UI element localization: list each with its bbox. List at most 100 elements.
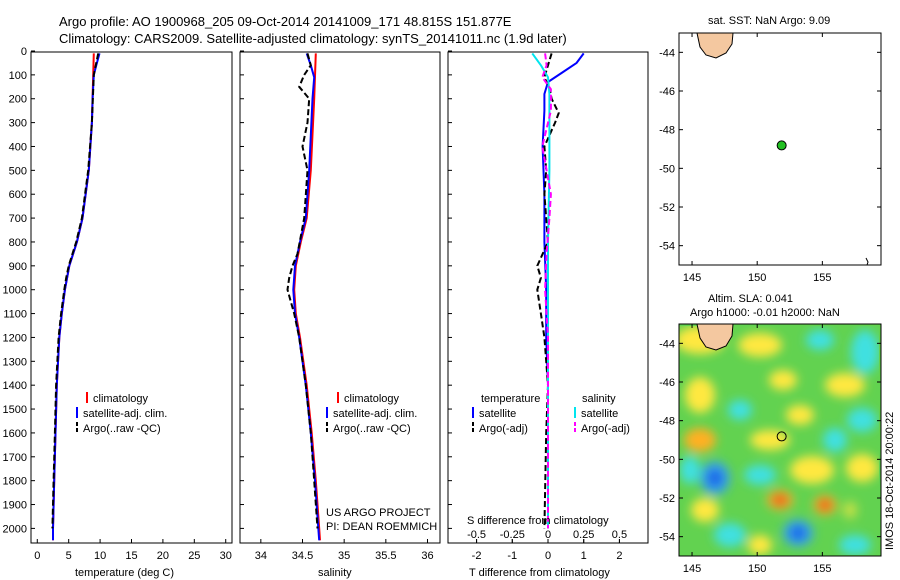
series-argo <box>286 53 319 529</box>
map-y-tick-label: -50 <box>659 454 675 466</box>
depth-tick-label: 400 <box>9 141 27 153</box>
title-line-2: Climatology: CARS2009. Satellite-adjuste… <box>59 31 567 46</box>
map-x-tick-label: 155 <box>813 272 831 284</box>
sla-heatmap <box>679 324 881 556</box>
map-y-tick-label: -44 <box>659 47 675 59</box>
temperature-x-axis: 0 5 10 15 20 25 30 <box>34 539 232 562</box>
map-y-tick-label: -46 <box>659 377 675 389</box>
annotation-pi: PI: DEAN ROEMMICH <box>326 521 437 533</box>
depth-tick-label: 600 <box>9 189 27 201</box>
depth-tick-label: 300 <box>9 118 27 130</box>
depth-tick-label: 1800 <box>3 476 27 488</box>
salinity-panel: 34 34.5 35 35.5 36 salinity climatology sate… <box>239 51 441 579</box>
legend-title-salinity: salinity <box>582 393 616 405</box>
legend-label-climatology: climatology <box>344 393 400 405</box>
map-y-tick-label: -52 <box>659 202 675 214</box>
annotation-project: US ARGO PROJECT <box>326 507 431 519</box>
x-tick-label: 36 <box>421 550 433 562</box>
x-tick-label: 0 <box>545 550 551 562</box>
tasmania-land <box>696 32 734 59</box>
difference-panel: -2 -1 0 1 2 -0.5 -0.25 0 0.25 0.5 S difference f… <box>447 51 649 579</box>
map-y-tick-label: -54 <box>659 241 675 253</box>
x-tick-label: 0.5 <box>612 529 627 541</box>
sst-map-panel: sat. SST: NaN Argo: 9.09 145 150 155 -44 -46… <box>659 15 882 284</box>
salinity-legend: climatology satellite-adj. clim. Argo(..… <box>326 392 417 435</box>
s-difference-xlabel: S difference from climatology <box>467 515 609 527</box>
legend-label-t-satellite: satellite <box>479 408 516 420</box>
temperature-series <box>51 53 101 541</box>
x-tick-label: 2 <box>616 550 622 562</box>
depth-tick-label: 1700 <box>3 452 27 464</box>
x-tick-label: 1 <box>581 550 587 562</box>
x-tick-label: 30 <box>220 550 232 562</box>
x-tick-label: 34.5 <box>292 550 313 562</box>
map-x-tick-label: 145 <box>683 563 701 575</box>
difference-legend: temperature satellite Argo(-adj) salinit… <box>472 393 630 435</box>
salinity-x-axis: 34 34.5 35 35.5 36 <box>255 539 434 562</box>
x-tick-label: 15 <box>125 550 137 562</box>
map-x-tick-label: 145 <box>683 272 701 284</box>
legend-title-temperature: temperature <box>481 393 540 405</box>
map-y-tick-label: -52 <box>659 493 675 505</box>
depth-tick-label: 1200 <box>3 332 27 344</box>
t-difference-xlabel: T difference from climatology <box>469 567 610 579</box>
depth-tick-label: 800 <box>9 237 27 249</box>
map-y-tick-label: -46 <box>659 86 675 98</box>
legend-label-s-argo: Argo(-adj) <box>581 423 630 435</box>
legend-label-satellite: satellite-adj. clim. <box>83 408 167 420</box>
series-climatology <box>52 53 95 541</box>
depth-tick-label: 0 <box>21 46 27 58</box>
depth-tick-label: 100 <box>9 70 27 82</box>
series-s-argo <box>541 53 552 529</box>
temperature-legend: climatology satellite-adj. clim. Argo(..… <box>76 392 167 435</box>
x-tick-label: 20 <box>157 550 169 562</box>
salinity-series <box>286 53 321 541</box>
depth-tick-label: 900 <box>9 261 27 273</box>
x-tick-label: -1 <box>507 550 517 562</box>
x-tick-label: -2 <box>472 550 482 562</box>
x-tick-label: -0.5 <box>467 529 486 541</box>
legend-label-climatology: climatology <box>93 393 149 405</box>
depth-tick-label: 1300 <box>3 356 27 368</box>
series-climatology <box>293 53 321 541</box>
depth-tick-label: 1400 <box>3 380 27 392</box>
map-y-tick-label: -48 <box>659 416 675 428</box>
argo-float-marker <box>776 431 787 442</box>
x-tick-label: 35.5 <box>375 550 396 562</box>
sst-map-axes: 145 150 155 -44 -46 -48 -50 -52 -54 <box>659 33 881 284</box>
sla-map-title-2: Argo h1000: -0.01 h2000: NaN <box>690 307 840 319</box>
temperature-frame <box>30 51 233 544</box>
legend-label-satellite: satellite-adj. clim. <box>333 408 417 420</box>
x-tick-label: 0.25 <box>573 529 594 541</box>
map-x-tick-label: 155 <box>813 563 831 575</box>
depth-tick-label: 1500 <box>3 404 27 416</box>
map-y-tick-label: -44 <box>659 338 675 350</box>
s-difference-x-axis: -0.5 -0.25 0 0.25 0.5 <box>467 529 627 543</box>
legend-label-s-satellite: satellite <box>581 408 618 420</box>
t-difference-x-axis: -2 -1 0 1 2 <box>472 539 622 562</box>
legend-label-argo: Argo(..raw -QC) <box>333 423 411 435</box>
depth-tick-label: 1100 <box>3 309 27 321</box>
sla-map-axes: 145 150 155 -44 -46 -48 -50 -52 -54 <box>659 324 881 575</box>
depth-tick-label: 1900 <box>3 500 27 512</box>
map-y-tick-label: -48 <box>659 125 675 137</box>
difference-series <box>531 52 585 529</box>
map-y-tick-label: -54 <box>659 532 675 544</box>
x-tick-label: 5 <box>66 550 72 562</box>
salinity-frame <box>239 51 441 544</box>
map-x-tick-label: 150 <box>748 272 766 284</box>
legend-label-argo: Argo(..raw -QC) <box>83 423 161 435</box>
x-tick-label: 35 <box>338 550 350 562</box>
series-argo <box>51 53 100 529</box>
temperature-panel: 0100200300400500600700800900100011001200… <box>3 46 452 579</box>
map-y-tick-label: -50 <box>659 163 675 175</box>
tasmania-land <box>696 324 734 351</box>
argo-float-marker <box>776 140 787 151</box>
x-tick-label: 34 <box>255 550 267 562</box>
x-tick-label: -0.25 <box>500 529 525 541</box>
depth-tick-label: 700 <box>9 213 27 225</box>
legend-label-t-argo: Argo(-adj) <box>479 423 528 435</box>
temperature-xlabel: temperature (deg C) <box>75 567 174 579</box>
depth-tick-label: 1600 <box>3 428 27 440</box>
